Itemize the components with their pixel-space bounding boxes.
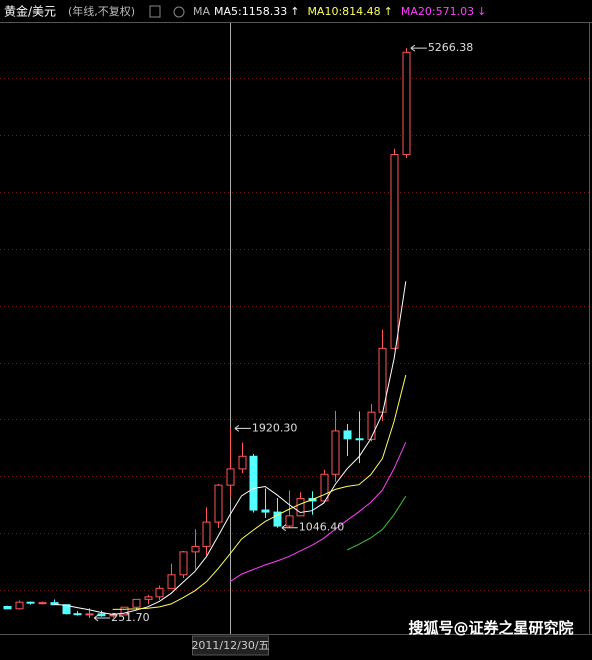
candle-body: [355, 438, 364, 441]
candle-body: [214, 484, 223, 523]
candle-body: [202, 521, 211, 547]
candle-body: [191, 545, 200, 553]
candle-body: [167, 574, 176, 589]
annotation-arrow: [410, 44, 427, 52]
candle-body: [73, 613, 82, 616]
candle-body: [144, 596, 153, 600]
legend-label: MA20:571.03: [401, 5, 474, 18]
candle-body: [273, 511, 282, 527]
candle-body: [179, 551, 188, 576]
candle-body: [26, 601, 35, 604]
annotation-label: 1920.30: [252, 421, 298, 434]
annotation-label: 5266.38: [428, 41, 474, 54]
candle-body: [238, 455, 247, 470]
legend-trend: ↑: [384, 5, 393, 18]
candle-body: [285, 515, 294, 527]
candle-body: [390, 154, 399, 349]
annotation-arrow: [234, 425, 251, 432]
candle-body: [343, 430, 352, 440]
date-label-box: [192, 635, 269, 656]
toggle-icon[interactable]: [149, 5, 161, 18]
candle-body: [402, 51, 411, 156]
candle-body: [296, 498, 305, 517]
chart-subtitle: (年线,不复权): [68, 4, 135, 18]
candle-body: [3, 606, 12, 610]
candle-body: [261, 509, 270, 513]
candle-body: [155, 587, 164, 598]
watermark: 搜狐号@证券之星研究院: [408, 619, 573, 637]
candle-body: [15, 601, 24, 610]
candle-body: [367, 411, 376, 440]
ma-line: [346, 495, 407, 551]
annotation-arrow: [281, 524, 298, 532]
candle-body: [38, 602, 47, 605]
legend-trend: ↑: [290, 5, 299, 18]
ma-line: [229, 441, 407, 583]
legend-label: MA10:814.48: [307, 5, 380, 18]
legend-label: MA5:1158.33: [214, 5, 287, 18]
annotation-arrow: [93, 614, 111, 622]
candle-body: [97, 613, 106, 617]
settings-icon[interactable]: [173, 6, 185, 18]
candle-body: [249, 455, 258, 511]
ma-line: [53, 281, 407, 615]
annotation-label: 1046.40: [299, 521, 345, 534]
x-tick-label: 2011/12/30/五: [191, 639, 269, 652]
ma-line: [112, 374, 407, 610]
candle-body: [120, 606, 129, 616]
candle-body: [331, 430, 340, 475]
candle-body: [85, 613, 94, 616]
candle-body: [109, 614, 118, 617]
chart-title: 黄金/美元: [4, 4, 56, 19]
annotation-label: 251.70: [111, 611, 150, 624]
candle-body: [62, 604, 71, 615]
indicator-label: MA: [193, 5, 210, 18]
candle-body: [226, 468, 235, 486]
legend-trend: ↓: [477, 5, 486, 18]
candle-body: [132, 598, 141, 608]
